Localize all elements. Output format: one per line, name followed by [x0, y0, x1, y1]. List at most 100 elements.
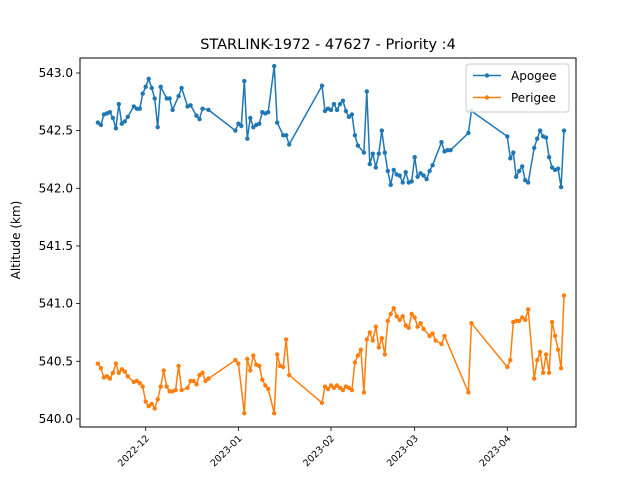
apogee-point [526, 180, 531, 185]
perigee-point [352, 360, 358, 365]
perigee-point [266, 386, 271, 392]
perigee-point [319, 400, 325, 405]
perigee-point [161, 368, 166, 373]
perigee-point [403, 323, 408, 328]
apogee-point [107, 110, 113, 115]
legend-perigee-marker [484, 95, 490, 100]
perigee-point [325, 386, 331, 392]
apogee-point [319, 83, 325, 88]
apogee-point [233, 128, 238, 133]
perigee-point [505, 364, 510, 370]
perigee-point [421, 326, 426, 332]
apogee-point [206, 107, 211, 113]
apogee-point [242, 78, 247, 84]
apogee-point [251, 125, 256, 130]
apogee-point [119, 121, 125, 126]
perigee-point [122, 369, 128, 374]
apogee-point [328, 107, 334, 113]
perigee-point [257, 363, 262, 369]
perigee-point [322, 384, 328, 389]
apogee-point [430, 163, 435, 168]
apogee-point [152, 96, 157, 101]
perigee-point [137, 381, 142, 386]
y-axis: 540.0 540.5 541.0 541.5 542.0 542.5 543.0 [39, 66, 80, 426]
legend: Apogee Perigee [465, 63, 570, 113]
apogee-point [257, 121, 262, 126]
y-tick-label: 542.0 [39, 181, 73, 195]
apogee-point [343, 108, 349, 114]
apogee-point [379, 128, 384, 133]
apogee-point [535, 136, 540, 141]
apogee-point [284, 133, 289, 138]
apogee-point [367, 161, 372, 167]
perigee-point [197, 372, 202, 378]
apogee-point [197, 116, 202, 122]
apogee-point [95, 120, 101, 125]
apogee-point [421, 173, 426, 178]
perigee-point [382, 352, 387, 357]
apogee-point [382, 150, 387, 155]
apogee-point [245, 136, 250, 141]
apogee-point [439, 140, 444, 145]
perigee-point [412, 315, 417, 320]
apogee-point [400, 180, 405, 185]
perigee-point [367, 330, 372, 335]
perigee-point [558, 366, 564, 371]
perigee-point [134, 378, 139, 384]
apogee-point [194, 113, 199, 118]
perigee-point [379, 336, 384, 341]
perigee-point [469, 321, 474, 326]
apogee-point [549, 165, 555, 170]
perigee-point [433, 338, 438, 343]
perigee-point [119, 367, 125, 372]
perigee-point [532, 376, 537, 381]
apogee-point [322, 108, 328, 114]
perigee-point [418, 321, 423, 326]
apogee-point [418, 171, 423, 176]
apogee-point [409, 179, 414, 184]
apogee-point [131, 104, 136, 109]
apogee-point [514, 174, 519, 179]
perigee-point [98, 366, 104, 371]
perigee-point [251, 353, 256, 358]
perigee-point [409, 311, 414, 317]
perigee-point [385, 318, 390, 324]
apogee-point [352, 133, 358, 138]
apogee-point [427, 168, 432, 174]
apogee-point [340, 98, 346, 103]
perigee-point [149, 401, 154, 407]
apogee-point [385, 168, 390, 174]
perigee-point [245, 356, 250, 362]
legend-apogee-label: Apogee [511, 69, 557, 83]
apogee-point [334, 107, 340, 113]
perigee-point [349, 387, 355, 393]
perigee-point [275, 352, 280, 357]
apogee-point [346, 114, 352, 120]
perigee-point [248, 368, 253, 373]
perigee-point [203, 378, 208, 384]
apogee-point [200, 106, 205, 111]
perigee-point [191, 378, 196, 384]
apogee-point [364, 89, 369, 94]
perigee-point [520, 315, 525, 320]
perigee-point [370, 338, 375, 343]
perigee-point [272, 411, 277, 416]
apogee-point [391, 167, 396, 173]
apogee-point [149, 85, 154, 91]
perigee-point [281, 364, 286, 370]
perigee-point [376, 345, 381, 350]
apogee-point [376, 151, 381, 156]
perigee-point [391, 306, 396, 311]
perigee-series-line [97, 295, 565, 414]
perigee-point [537, 349, 543, 355]
perigee-point [526, 307, 531, 312]
apogee-point [146, 76, 151, 82]
perigee-point [361, 390, 367, 395]
perigee-point [158, 384, 163, 389]
apogee-point [179, 85, 184, 91]
apogee-point [140, 91, 145, 96]
x-axis: 2022-12 2023-01 2023-02 2023-03 2023-04 [116, 427, 513, 469]
chart-title: STARLINK-1972 - 47627 - Priority :4 [200, 37, 456, 53]
perigee-point [388, 311, 393, 317]
y-tick-label: 543.0 [39, 66, 73, 80]
